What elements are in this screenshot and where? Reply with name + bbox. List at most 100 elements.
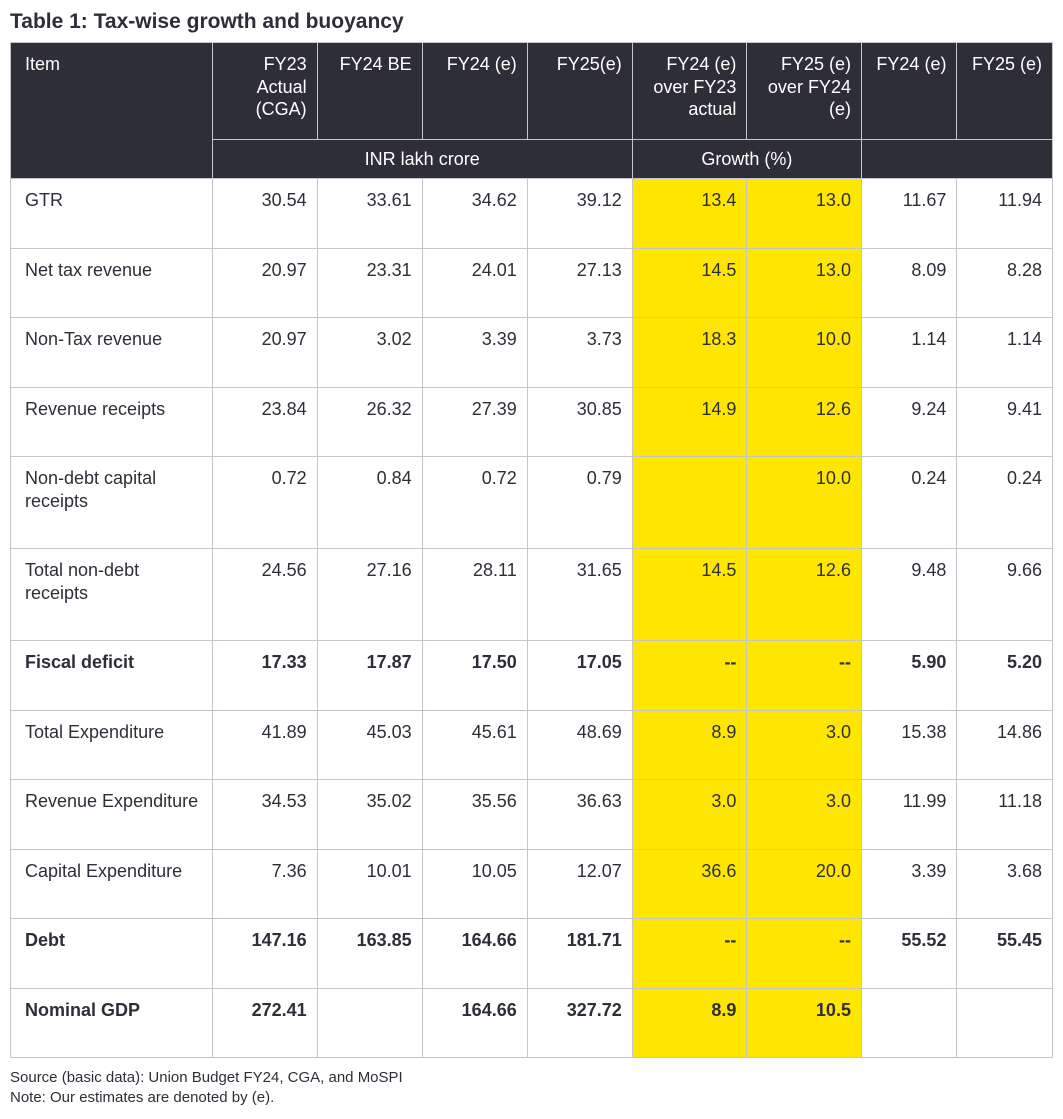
cell-value: 0.79 <box>527 457 632 549</box>
cell-value: 1.14 <box>861 318 956 388</box>
cell-value: 147.16 <box>212 919 317 989</box>
cell-value: 55.45 <box>957 919 1053 989</box>
row-item-label: Total Expenditure <box>11 710 213 780</box>
cell-value: 9.66 <box>957 549 1053 641</box>
cell-value: 41.89 <box>212 710 317 780</box>
col-header-item: Item <box>11 43 213 179</box>
cell-value: 48.69 <box>527 710 632 780</box>
table-row: Debt147.16163.85164.66181.71----55.5255.… <box>11 919 1053 989</box>
cell-value: 12.6 <box>747 387 862 457</box>
cell-value: 45.03 <box>317 710 422 780</box>
cell-value: 20.0 <box>747 849 862 919</box>
cell-value: 8.28 <box>957 248 1053 318</box>
table-row: Non-Tax revenue20.973.023.393.7318.310.0… <box>11 318 1053 388</box>
row-item-label: Non-debt capital receipts <box>11 457 213 549</box>
cell-value: 9.41 <box>957 387 1053 457</box>
cell-value: 163.85 <box>317 919 422 989</box>
cell-value: -- <box>747 641 862 711</box>
cell-value: 28.11 <box>422 549 527 641</box>
cell-value: 27.39 <box>422 387 527 457</box>
cell-value: 1.14 <box>957 318 1053 388</box>
cell-value: 10.0 <box>747 318 862 388</box>
cell-value: 0.24 <box>861 457 956 549</box>
row-item-label: Capital Expenditure <box>11 849 213 919</box>
cell-value: 30.54 <box>212 179 317 249</box>
cell-value: 27.16 <box>317 549 422 641</box>
cell-value: 164.66 <box>422 988 527 1058</box>
cell-value: 35.02 <box>317 780 422 850</box>
cell-value <box>317 988 422 1058</box>
cell-value: 14.9 <box>632 387 747 457</box>
cell-value: 20.97 <box>212 248 317 318</box>
cell-value: 0.24 <box>957 457 1053 549</box>
row-item-label: Fiscal deficit <box>11 641 213 711</box>
note-estimates: Note: Our estimates are denoted by (e). <box>10 1088 1053 1108</box>
table-row: Total non-debt receipts24.5627.1628.1131… <box>11 549 1053 641</box>
cell-value: 18.3 <box>632 318 747 388</box>
cell-value: 5.90 <box>861 641 956 711</box>
cell-value: 34.62 <box>422 179 527 249</box>
cell-value: 17.87 <box>317 641 422 711</box>
row-item-label: Non-Tax revenue <box>11 318 213 388</box>
table-row: Total Expenditure41.8945.0345.6148.698.9… <box>11 710 1053 780</box>
table-row: Non-debt capital receipts0.720.840.720.7… <box>11 457 1053 549</box>
row-item-label: Debt <box>11 919 213 989</box>
cell-value: 14.5 <box>632 248 747 318</box>
cell-value: 3.0 <box>747 780 862 850</box>
tax-growth-table: Item FY23 Actual (CGA) FY24 BE FY24 (e) … <box>10 42 1053 1058</box>
table-row: Nominal GDP272.41164.66327.728.910.5 <box>11 988 1053 1058</box>
cell-value: 3.0 <box>632 780 747 850</box>
cell-value: 3.0 <box>747 710 862 780</box>
cell-value: 5.20 <box>957 641 1053 711</box>
cell-value: 11.67 <box>861 179 956 249</box>
cell-value: 30.85 <box>527 387 632 457</box>
cell-value: 3.39 <box>422 318 527 388</box>
cell-value: 10.01 <box>317 849 422 919</box>
cell-value: 12.6 <box>747 549 862 641</box>
table-row: Fiscal deficit17.3317.8717.5017.05----5.… <box>11 641 1053 711</box>
cell-value: 33.61 <box>317 179 422 249</box>
table-row: Revenue Expenditure34.5335.0235.5636.633… <box>11 780 1053 850</box>
cell-value: 327.72 <box>527 988 632 1058</box>
cell-value: 3.68 <box>957 849 1053 919</box>
cell-value: 7.36 <box>212 849 317 919</box>
cell-value: 17.50 <box>422 641 527 711</box>
cell-value: 272.41 <box>212 988 317 1058</box>
cell-value: 10.5 <box>747 988 862 1058</box>
row-item-label: Revenue receipts <box>11 387 213 457</box>
cell-value: 11.94 <box>957 179 1053 249</box>
cell-value: 9.48 <box>861 549 956 641</box>
cell-value: 31.65 <box>527 549 632 641</box>
cell-value: 13.4 <box>632 179 747 249</box>
cell-value: 15.38 <box>861 710 956 780</box>
cell-value: 3.73 <box>527 318 632 388</box>
col-header-fy24-be: FY24 BE <box>317 43 422 140</box>
cell-value: 20.97 <box>212 318 317 388</box>
cell-value <box>957 988 1053 1058</box>
col-subheader-inr: INR lakh crore <box>212 139 632 179</box>
cell-value: 23.31 <box>317 248 422 318</box>
cell-value: 13.0 <box>747 248 862 318</box>
col-header-fy25-e: FY25(e) <box>527 43 632 140</box>
cell-value: 34.53 <box>212 780 317 850</box>
cell-value: 23.84 <box>212 387 317 457</box>
cell-value: 14.5 <box>632 549 747 641</box>
cell-value: 26.32 <box>317 387 422 457</box>
cell-value: 13.0 <box>747 179 862 249</box>
row-item-label: Nominal GDP <box>11 988 213 1058</box>
table-row: Net tax revenue20.9723.3124.0127.1314.51… <box>11 248 1053 318</box>
col-header-fy24-e-2: FY24 (e) <box>861 43 956 140</box>
col-header-growth-fy24-over-fy23: FY24 (e) over FY23 actual <box>632 43 747 140</box>
cell-value: 14.86 <box>957 710 1053 780</box>
cell-value: 10.0 <box>747 457 862 549</box>
col-subheader-blank <box>861 139 1052 179</box>
cell-value: 0.72 <box>422 457 527 549</box>
cell-value <box>632 457 747 549</box>
cell-value: 17.05 <box>527 641 632 711</box>
cell-value: 8.9 <box>632 710 747 780</box>
col-header-fy25-e-2: FY25 (e) <box>957 43 1053 140</box>
col-header-fy23-actual: FY23 Actual (CGA) <box>212 43 317 140</box>
cell-value: 11.99 <box>861 780 956 850</box>
table-notes: Source (basic data): Union Budget FY24, … <box>10 1068 1053 1109</box>
cell-value: 9.24 <box>861 387 956 457</box>
